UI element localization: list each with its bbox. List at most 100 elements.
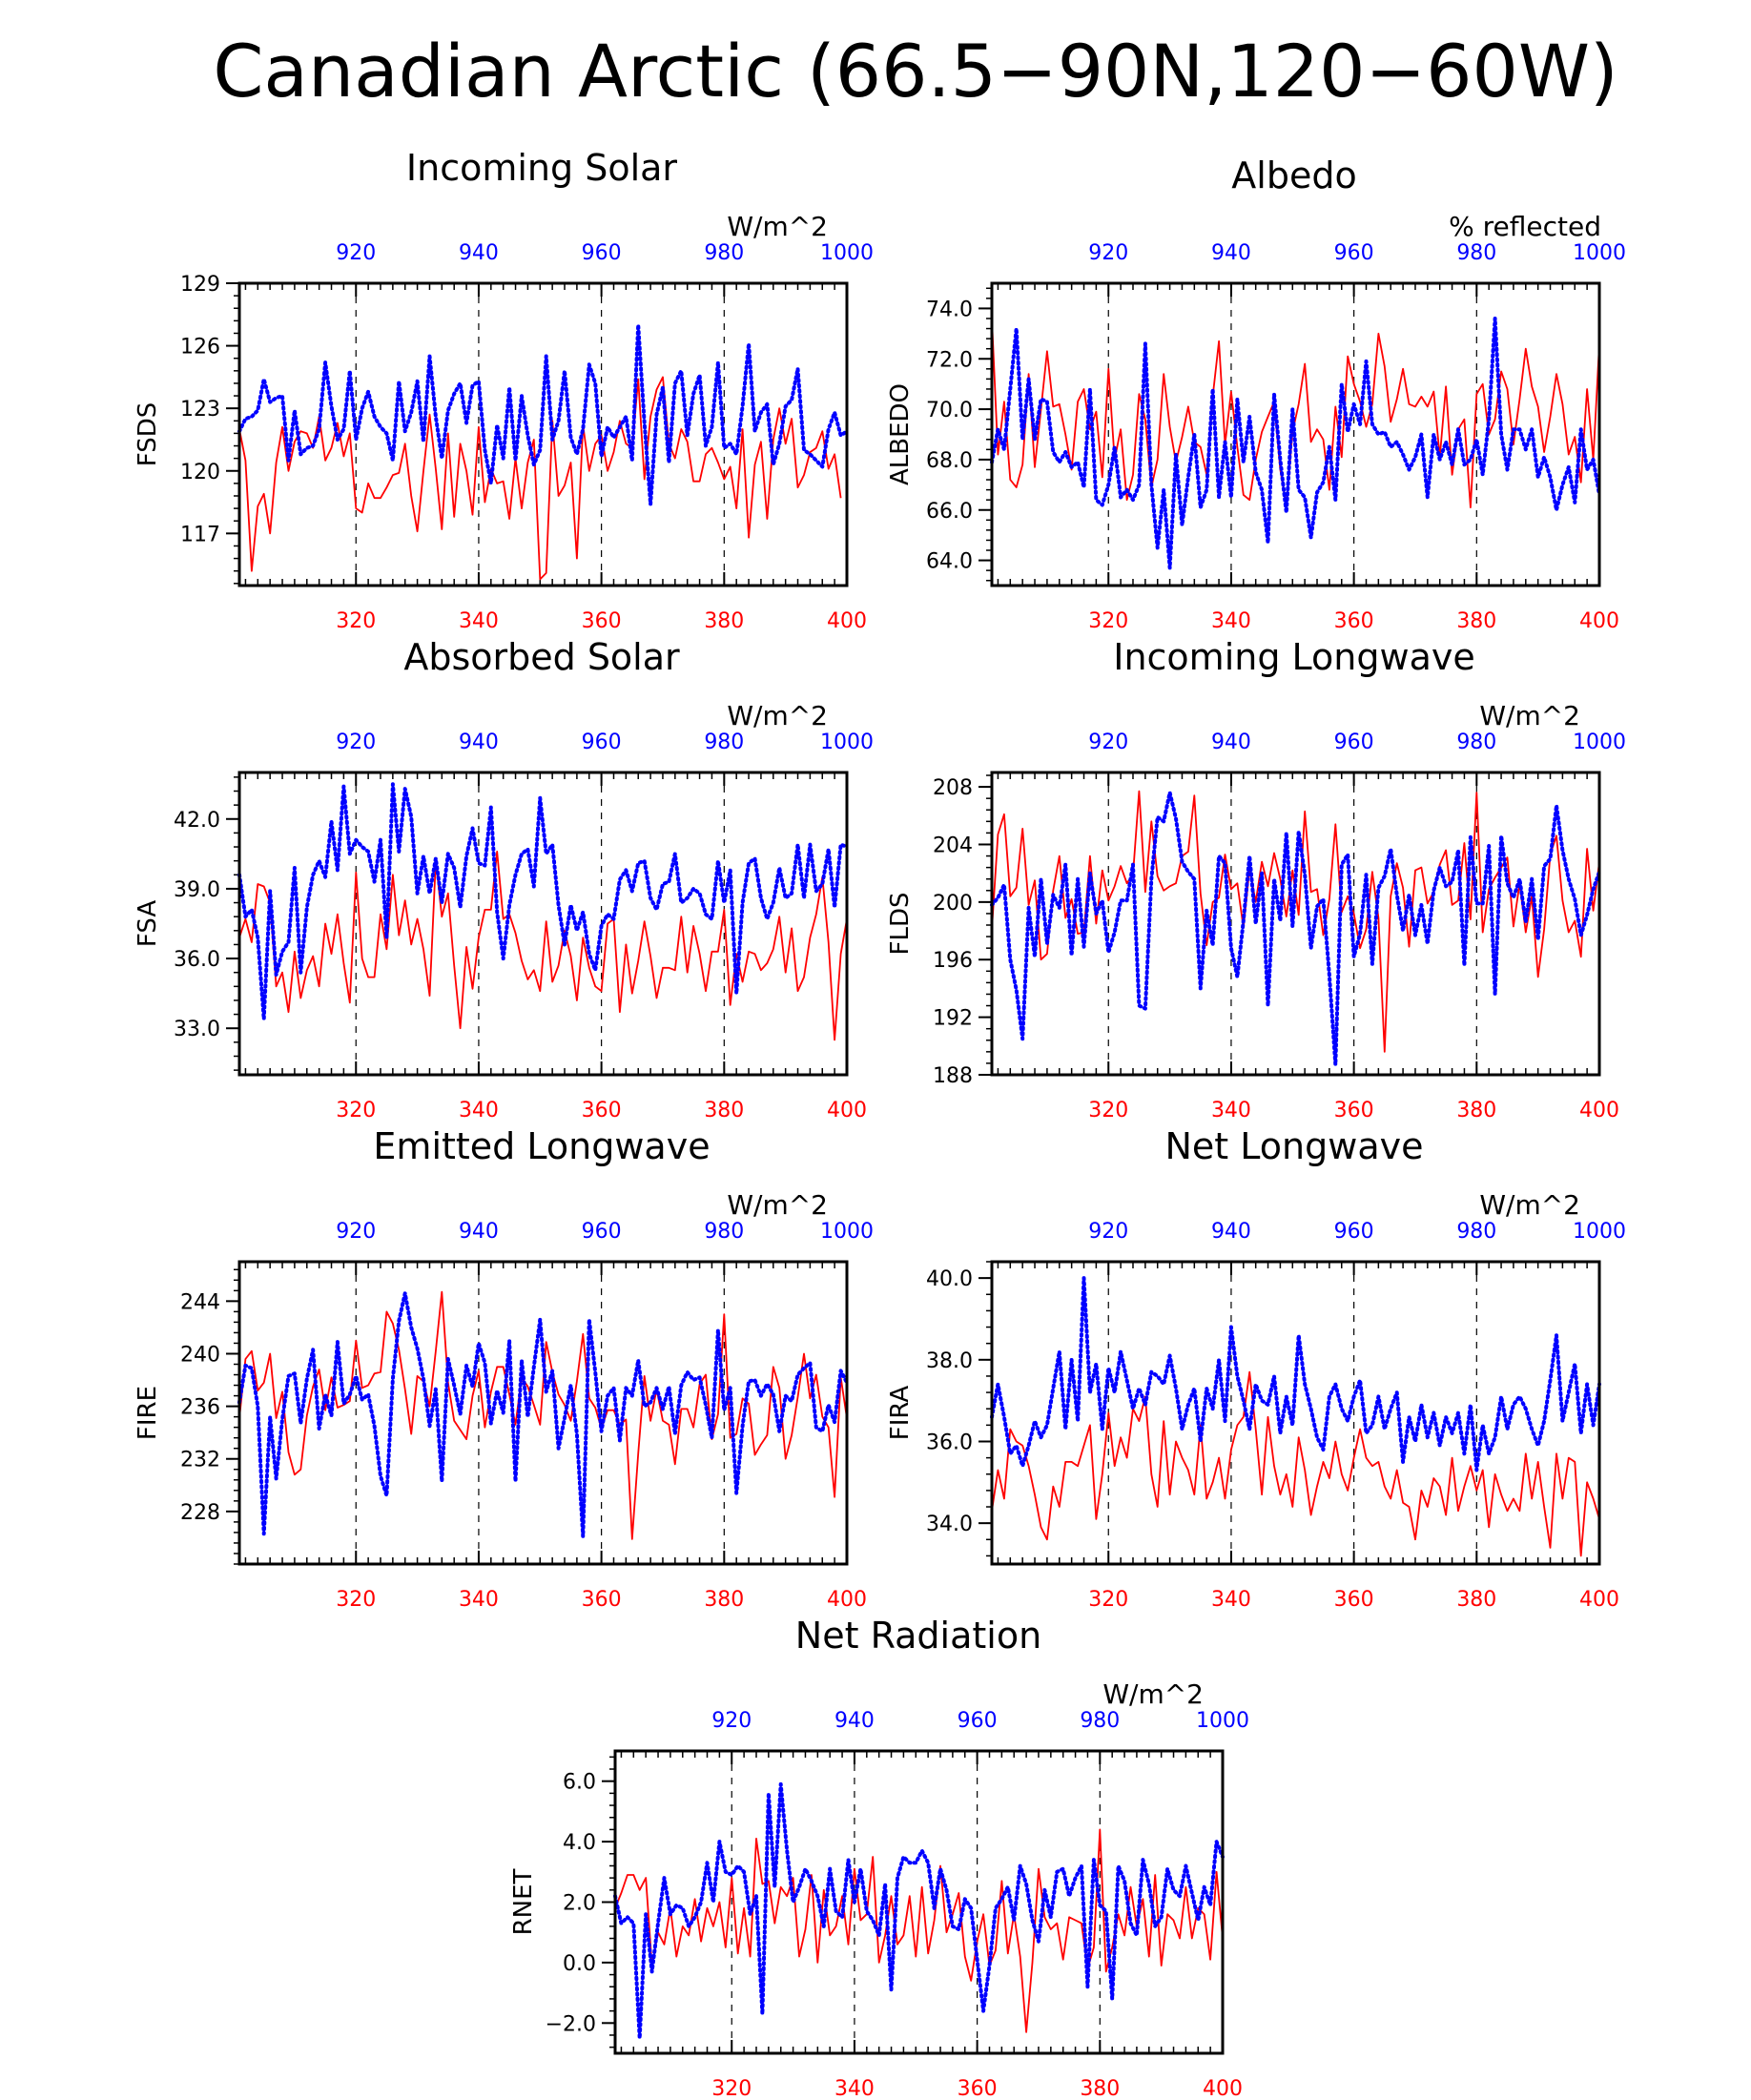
x-tick-label-top: 1000 xyxy=(820,731,874,754)
x-tick-label-top: 920 xyxy=(336,731,376,754)
x-tick-label-bottom: 400 xyxy=(1579,609,1619,633)
y-axis-label-incoming-solar: FSDS xyxy=(134,402,162,467)
series-bottom-axis-incoming-solar xyxy=(238,376,842,581)
x-tick-label-top: 980 xyxy=(1456,731,1496,754)
x-tick-label-top: 920 xyxy=(336,241,376,265)
panel-title-incoming-solar: Incoming Solar xyxy=(406,147,678,189)
y-tick-label-incoming-longwave: 208 xyxy=(933,776,973,800)
x-tick-label-top: 980 xyxy=(1080,1709,1120,1733)
x-tick-label-top: 940 xyxy=(1211,241,1251,265)
y-tick-label-net-longwave: 38.0 xyxy=(926,1349,973,1373)
y-tick-label-net-radiation: 6.0 xyxy=(563,1771,596,1795)
y-axis-label-net-longwave: FIRA xyxy=(886,1386,915,1441)
y-axis-label-emitted-longwave: FIRE xyxy=(134,1386,162,1440)
x-tick-label-top: 980 xyxy=(1456,1220,1496,1244)
y-tick-label-net-longwave: 36.0 xyxy=(926,1431,973,1454)
x-tick-label-top: 1000 xyxy=(1573,241,1626,265)
x-tick-label-top: 960 xyxy=(1334,731,1374,754)
x-tick-label-top: 980 xyxy=(704,731,744,754)
x-tick-label-top: 960 xyxy=(582,731,622,754)
x-tick-label-bottom: 320 xyxy=(1088,1099,1128,1122)
panel-title-incoming-longwave: Incoming Longwave xyxy=(1113,636,1474,678)
x-tick-label-top: 1000 xyxy=(1573,731,1626,754)
y-tick-label-albedo: 72.0 xyxy=(926,348,973,372)
y-axis-label-albedo: ALBEDO xyxy=(886,383,915,485)
y-tick-label-incoming-solar: 120 xyxy=(180,461,220,484)
x-tick-label-bottom: 380 xyxy=(1456,609,1496,633)
y-tick-label-absorbed-solar: 42.0 xyxy=(174,809,220,833)
series-bottom-axis-absorbed-solar xyxy=(238,851,848,1041)
x-tick-label-bottom: 400 xyxy=(827,1588,867,1612)
x-tick-label-bottom: 380 xyxy=(704,1588,744,1612)
x-tick-label-bottom: 400 xyxy=(1203,2077,1243,2100)
y-tick-label-incoming-longwave: 200 xyxy=(933,892,973,916)
x-tick-label-top: 980 xyxy=(704,1220,744,1244)
x-tick-label-top: 1000 xyxy=(1573,1220,1626,1244)
y-tick-label-emitted-longwave: 236 xyxy=(180,1396,220,1420)
x-tick-label-bottom: 360 xyxy=(582,1588,622,1612)
plot-frame-net-radiation xyxy=(613,1749,1225,2055)
x-tick-label-top: 980 xyxy=(704,241,744,265)
y-tick-label-incoming-solar: 117 xyxy=(180,523,220,546)
y-tick-label-incoming-longwave: 192 xyxy=(933,1007,973,1031)
series-top-axis-net-longwave xyxy=(990,1276,1601,1472)
y-tick-label-emitted-longwave: 244 xyxy=(180,1290,220,1314)
x-tick-label-bottom: 380 xyxy=(1080,2077,1120,2100)
x-tick-label-top: 940 xyxy=(1211,731,1251,754)
x-tick-label-bottom: 400 xyxy=(1579,1099,1619,1122)
series-bottom-axis-net-longwave xyxy=(991,1370,1600,1557)
y-tick-label-emitted-longwave: 232 xyxy=(180,1449,220,1472)
panel-net-radiation: Net Radiation W/m^2 RNET 320 340 360 380 400 920… xyxy=(509,1615,1249,2100)
panel-title-net-longwave: Net Longwave xyxy=(1165,1125,1424,1167)
y-tick-label-emitted-longwave: 240 xyxy=(180,1343,220,1367)
x-tick-label-bottom: 360 xyxy=(958,2077,998,2100)
x-tick-label-top: 960 xyxy=(958,1709,998,1733)
series-top-axis-incoming-longwave xyxy=(990,791,1601,1067)
plot-frame-albedo xyxy=(990,281,1601,587)
x-tick-label-bottom: 320 xyxy=(1088,1588,1128,1612)
series-top-axis-albedo xyxy=(990,317,1601,570)
x-tick-label-bottom: 320 xyxy=(711,2077,752,2100)
x-tick-label-bottom: 380 xyxy=(704,609,744,633)
y-tick-label-albedo: 66.0 xyxy=(926,500,973,524)
x-tick-label-bottom: 360 xyxy=(582,1099,622,1122)
x-tick-label-bottom: 320 xyxy=(336,1588,376,1612)
x-tick-label-top: 920 xyxy=(1088,731,1128,754)
x-tick-label-bottom: 380 xyxy=(1456,1588,1496,1612)
x-tick-label-bottom: 340 xyxy=(1211,1099,1251,1122)
x-tick-label-bottom: 340 xyxy=(459,1588,499,1612)
y-tick-label-incoming-longwave: 204 xyxy=(933,834,973,857)
panel-absorbed-solar: Absorbed Solar W/m^2 FSA 320 340 360 380 400 920… xyxy=(134,636,874,1122)
x-tick-label-bottom: 340 xyxy=(1211,609,1251,633)
unit-label-net-longwave: W/m^2 xyxy=(1479,1189,1580,1221)
plot-frame-absorbed-solar xyxy=(237,771,849,1077)
panel-title-emitted-longwave: Emitted Longwave xyxy=(373,1125,710,1167)
y-tick-label-albedo: 68.0 xyxy=(926,449,973,473)
x-tick-label-top: 960 xyxy=(582,1220,622,1244)
x-tick-label-top: 980 xyxy=(1456,241,1496,265)
unit-label-absorbed-solar: W/m^2 xyxy=(727,700,828,731)
y-tick-label-incoming-longwave: 196 xyxy=(933,949,973,973)
x-tick-label-top: 920 xyxy=(336,1220,376,1244)
y-axis-label-incoming-longwave: FLDS xyxy=(886,893,915,956)
y-tick-label-net-radiation: 0.0 xyxy=(563,1952,596,1976)
series-top-axis-emitted-longwave xyxy=(237,1291,849,1539)
x-tick-label-top: 940 xyxy=(459,731,499,754)
x-tick-label-top: 920 xyxy=(711,1709,752,1733)
y-tick-label-net-radiation: 2.0 xyxy=(563,1892,596,1916)
x-tick-label-top: 920 xyxy=(1088,1220,1128,1244)
y-tick-label-albedo: 64.0 xyxy=(926,550,973,574)
x-tick-label-bottom: 380 xyxy=(704,1099,744,1122)
x-tick-label-top: 960 xyxy=(1334,1220,1374,1244)
panels-group: Incoming Solar W/m^2 FSDS 320 340 360 380 400 92… xyxy=(134,147,1626,2100)
plot-frame-emitted-longwave xyxy=(237,1260,849,1566)
panel-albedo: Albedo % reflected ALBEDO 320 340 360 380 400 92… xyxy=(886,154,1626,633)
x-tick-label-bottom: 340 xyxy=(1211,1588,1251,1612)
x-tick-label-bottom: 320 xyxy=(336,609,376,633)
unit-label-incoming-solar: W/m^2 xyxy=(727,211,828,242)
panel-incoming-solar: Incoming Solar W/m^2 FSDS 320 340 360 380 400 92… xyxy=(134,147,874,633)
x-tick-label-bottom: 340 xyxy=(834,2077,875,2100)
unit-label-emitted-longwave: W/m^2 xyxy=(727,1189,828,1221)
